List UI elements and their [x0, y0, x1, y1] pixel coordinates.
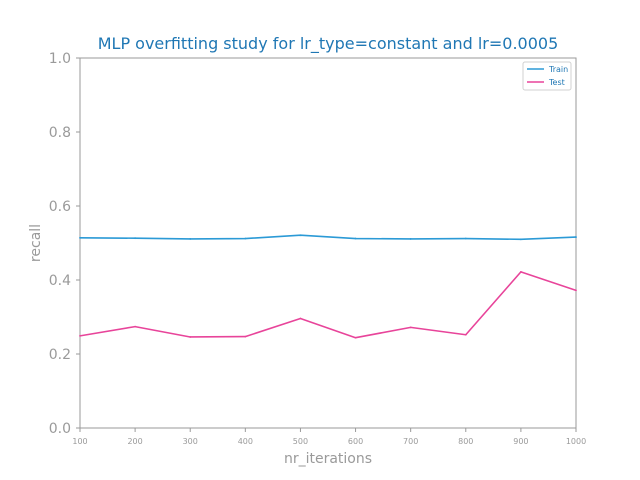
data-point-train	[299, 234, 302, 237]
legend: Train Test	[522, 61, 572, 91]
data-point-train	[354, 237, 357, 240]
x-tick-label: 1000	[566, 437, 586, 446]
data-point-test	[354, 336, 357, 339]
data-point-test	[409, 326, 412, 329]
plot-frame	[79, 57, 577, 429]
chart-title: MLP overfitting study for lr_type=consta…	[98, 34, 559, 54]
x-tick-label: 600	[348, 437, 363, 446]
y-tick-label: 0.4	[49, 273, 71, 289]
x-tick-label: 700	[403, 437, 418, 446]
x-tick-label: 100	[72, 437, 87, 446]
y-tick-label: 0.0	[49, 421, 71, 437]
x-axis-label: nr_iterations	[284, 451, 372, 467]
data-point-test	[519, 270, 522, 273]
x-tick-label: 400	[238, 437, 253, 446]
data-point-test	[464, 333, 467, 336]
y-axis-label: recall	[28, 224, 44, 262]
series-line-test	[79, 271, 577, 339]
data-point-train	[519, 238, 522, 241]
data-point-train	[134, 237, 137, 240]
x-axis: 100 200 300 400 500 600 700 800 900 1000	[72, 428, 586, 446]
data-point-test	[244, 335, 247, 338]
data-point-train	[79, 236, 81, 239]
y-axis: 0.0 0.2 0.4 0.6 0.8 1.0	[49, 51, 80, 437]
x-tick-label: 800	[458, 437, 473, 446]
data-point-train	[244, 237, 247, 240]
data-point-train	[575, 236, 577, 238]
data-point-test	[79, 334, 81, 337]
series-lines	[79, 234, 577, 339]
y-tick-label: 1.0	[49, 51, 71, 67]
data-point-train	[464, 237, 467, 240]
x-tick-label: 300	[183, 437, 198, 446]
y-tick-label: 0.6	[49, 199, 71, 215]
x-tick-label: 200	[127, 437, 142, 446]
x-tick-label: 500	[293, 437, 308, 446]
data-point-train	[189, 238, 192, 240]
data-point-test	[575, 289, 577, 292]
y-tick-label: 0.8	[49, 125, 71, 141]
data-point-test	[134, 325, 137, 328]
series-line-train	[79, 234, 577, 241]
x-tick-label: 900	[513, 437, 528, 446]
plot-area	[79, 57, 577, 429]
y-tick-label: 0.2	[49, 347, 71, 363]
data-point-test	[189, 336, 192, 338]
data-point-train	[409, 238, 412, 240]
legend-label-train: Train	[548, 65, 568, 74]
legend-label-test: Test	[548, 78, 565, 87]
data-point-test	[299, 317, 302, 320]
